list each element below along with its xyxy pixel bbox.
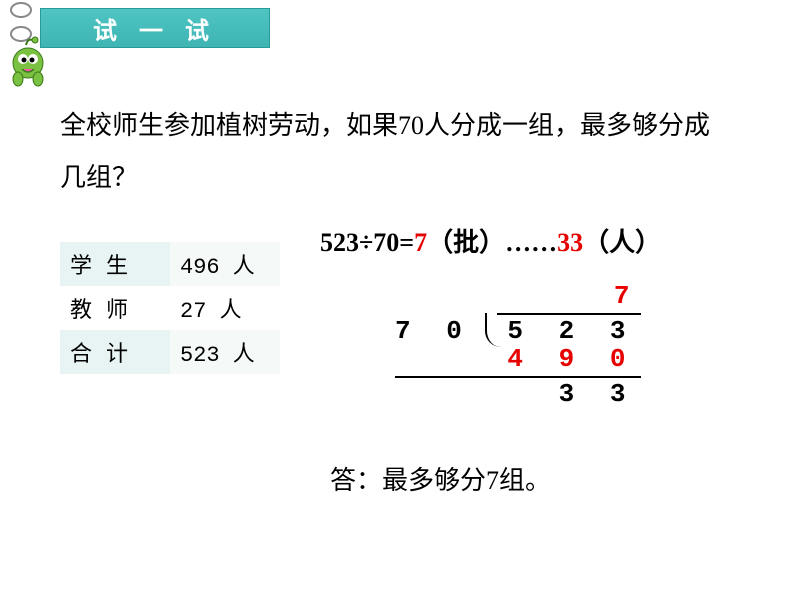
eq-equals: =	[399, 228, 414, 257]
table-label: 合计	[60, 330, 170, 374]
answer-text: 答：最多够分7组。	[330, 460, 551, 497]
ld-dividend: 5 2 3	[497, 313, 641, 348]
division-equation: 523÷70=7（批）……33（人）	[320, 222, 661, 259]
section-tab: 试 一 试	[40, 8, 270, 48]
table-label: 教师	[60, 286, 170, 330]
table-value: 27 人	[170, 286, 280, 330]
long-division: 7 7 0 5 2 3 4 9 0 3 3	[395, 280, 641, 410]
eq-remainder: 33	[557, 228, 583, 257]
ld-subtrahend: 4 9 0	[395, 343, 641, 378]
eq-dots: ……	[505, 228, 557, 257]
ld-remainder: 3 3	[395, 378, 641, 411]
eq-dividend: 523	[320, 228, 359, 257]
eq-quotient-unit: （批）	[427, 228, 505, 257]
mascot-icon	[6, 35, 56, 90]
tab-label: 试 一 试	[93, 11, 217, 46]
data-table: 学生 496 人 教师 27 人 合计 523 人	[60, 242, 280, 374]
ld-divisor: 7 0	[395, 315, 472, 348]
table-row: 教师 27 人	[60, 286, 280, 330]
ld-quotient: 7	[395, 280, 641, 313]
table-row: 学生 496 人	[60, 242, 280, 286]
table-label: 学生	[60, 242, 170, 286]
division-bracket-icon	[485, 313, 501, 347]
eq-quotient: 7	[414, 228, 427, 257]
ld-line: 7 0 5 2 3	[395, 313, 641, 348]
table-row: 合计 523 人	[60, 330, 280, 374]
ld-dividend-value: 5 2 3	[507, 316, 635, 346]
ring-icon	[8, 0, 34, 20]
question-text: 全校师生参加植树劳动，如果70人分成一组，最多够分成几组？	[60, 100, 720, 204]
eq-op: ÷	[359, 228, 373, 257]
table-value: 523 人	[170, 330, 280, 374]
eq-remainder-unit: （人）	[583, 228, 661, 257]
eq-divisor: 70	[373, 228, 399, 257]
table-value: 496 人	[170, 242, 280, 286]
